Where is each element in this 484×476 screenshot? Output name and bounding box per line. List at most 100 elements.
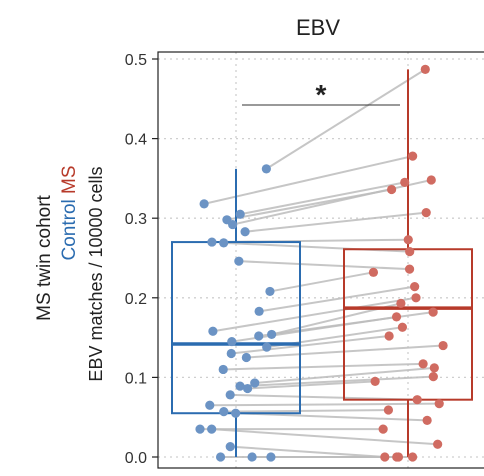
ms-point-31 <box>393 452 404 462</box>
control-point-5 <box>240 227 250 237</box>
pair-line-7 <box>223 241 410 253</box>
control-point-13 <box>254 331 264 341</box>
control-point-2 <box>235 209 245 219</box>
ms-point-3 <box>387 184 397 195</box>
pair-line-10 <box>258 285 415 313</box>
gridlines <box>158 52 484 468</box>
pair-line-9 <box>269 271 374 293</box>
ms-point-20 <box>428 372 438 382</box>
ms-point-7 <box>405 247 415 257</box>
ms-point-8 <box>404 264 415 274</box>
ms-point-28 <box>380 452 390 462</box>
control-point-10 <box>254 306 264 316</box>
ms-point-23 <box>434 399 444 409</box>
y-tick-label-1: 0.1 <box>125 370 147 387</box>
side-label-title: MS twin cohort <box>34 194 55 320</box>
ms-point-14 <box>391 312 402 322</box>
control-point-19 <box>250 378 260 388</box>
chart-title: EBV <box>296 15 340 40</box>
significance-star: * <box>316 79 327 110</box>
control-point-16 <box>226 348 236 359</box>
ms-point-10 <box>410 282 420 292</box>
y-tick-label-3: 0.3 <box>125 211 147 228</box>
y-tick-label-2: 0.2 <box>125 291 147 308</box>
ms-point-15 <box>397 322 408 332</box>
pair-line-24 <box>223 409 389 413</box>
ms-point-26 <box>378 424 388 434</box>
boxplots <box>171 69 473 457</box>
pair-line-11 <box>212 296 417 333</box>
control-point-28 <box>225 442 235 452</box>
control-point-0 <box>261 164 271 174</box>
control-point-29 <box>266 452 276 462</box>
pair-line-18 <box>223 362 424 371</box>
control-point-27 <box>207 424 217 434</box>
significance-annotation: * <box>242 79 400 110</box>
ms-point-1 <box>408 151 418 161</box>
ms-point-2 <box>400 177 410 187</box>
side-label-groups: Control MS <box>59 165 80 260</box>
ms-point-6 <box>403 235 413 245</box>
pair-line-23 <box>209 402 440 407</box>
control-point-23 <box>205 400 215 410</box>
pair-line-21 <box>247 380 376 390</box>
control-point-30 <box>247 452 257 462</box>
control-point-15 <box>262 342 272 352</box>
ms-point-5 <box>421 208 431 218</box>
control-point-31 <box>215 452 226 462</box>
pair-line-1 <box>203 155 413 205</box>
ms-point-21 <box>370 376 380 386</box>
control-point-7 <box>219 238 229 248</box>
pair-line-25 <box>235 412 428 422</box>
ms-point-27 <box>433 439 443 449</box>
pair-line-27 <box>211 428 438 446</box>
ms-point-17 <box>438 340 448 351</box>
ms-point-9 <box>368 267 379 277</box>
plot-panel-border <box>157 51 484 469</box>
control-point-25 <box>231 408 241 418</box>
legend-control-label: Control <box>59 199 80 260</box>
legend-ms-label: MS <box>59 165 80 194</box>
control-point-20 <box>235 381 245 391</box>
pair-line-5 <box>244 211 427 233</box>
control-point-18 <box>218 364 228 375</box>
control-point-14 <box>227 336 237 347</box>
ms-point-0 <box>420 64 430 74</box>
pair-line-20 <box>239 375 434 388</box>
control-point-17 <box>241 352 251 363</box>
control-point-22 <box>225 390 235 400</box>
ms-point-19 <box>429 363 439 373</box>
y-tick-label-5: 0.5 <box>125 52 147 69</box>
ms-point-18 <box>418 359 428 369</box>
ms-point-12 <box>396 298 406 308</box>
y-axis: 0.0 0.1 0.2 0.3 0.4 0.5 <box>125 52 158 467</box>
control-point-26 <box>195 424 205 434</box>
pair-line-16 <box>231 335 390 355</box>
control-point-21 <box>242 383 253 394</box>
control-point-24 <box>219 407 229 417</box>
pair-line-8 <box>238 260 410 271</box>
pair-line-28 <box>230 445 385 458</box>
ms-point-24 <box>383 405 394 415</box>
data-points <box>195 64 448 462</box>
control-point-11 <box>208 326 218 336</box>
pair-lines <box>200 68 444 458</box>
control-point-6 <box>207 237 217 247</box>
pair-line-4 <box>232 179 432 226</box>
y-axis-label: EBV matches / 10000 cells <box>86 166 106 381</box>
control-point-1 <box>199 199 209 209</box>
ms-point-25 <box>422 415 432 425</box>
y-tick-label-4: 0.4 <box>125 132 147 149</box>
ms-point-13 <box>428 307 438 317</box>
pair-line-0 <box>265 68 426 170</box>
ms-point-30 <box>407 452 418 462</box>
control-point-9 <box>265 286 275 297</box>
y-tick-label-0: 0.0 <box>125 450 147 467</box>
control-point-12 <box>267 329 277 340</box>
control-point-4 <box>228 219 238 230</box>
ms-point-22 <box>412 395 422 405</box>
control-point-8 <box>234 256 244 266</box>
pair-line-2 <box>240 181 405 216</box>
ms-point-16 <box>384 331 394 341</box>
